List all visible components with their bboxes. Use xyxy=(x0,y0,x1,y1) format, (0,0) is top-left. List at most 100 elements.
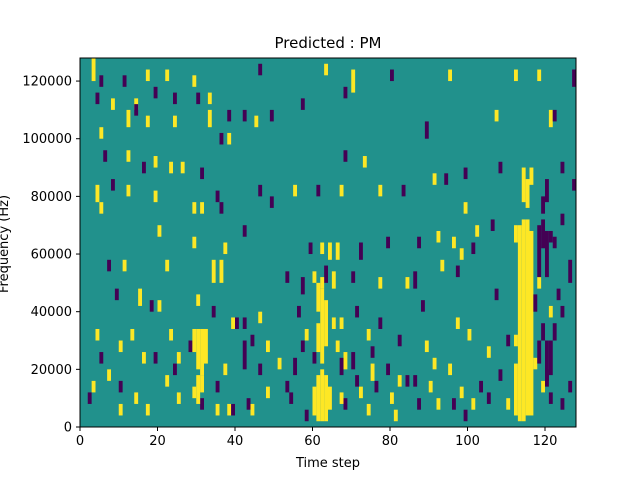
heatmap-cell xyxy=(374,380,379,393)
heatmap-cell xyxy=(176,352,181,364)
heatmap-cell xyxy=(320,277,325,289)
heatmap-cell xyxy=(355,375,360,387)
x-tick-label: 100 xyxy=(455,434,480,449)
heatmap-cell xyxy=(192,202,197,214)
heatmap-cell xyxy=(207,109,212,128)
heatmap-cell xyxy=(200,167,205,180)
heatmap-cell xyxy=(180,161,185,174)
y-tick-label: 40000 xyxy=(31,305,72,320)
heatmap-cell xyxy=(118,403,123,416)
y-tick-label: 120000 xyxy=(22,75,72,90)
heatmap-cell xyxy=(242,340,247,370)
heatmap-cell xyxy=(304,328,309,341)
heatmap-cell xyxy=(300,98,305,110)
heatmap-cell xyxy=(548,230,553,243)
heatmap-cell xyxy=(572,179,577,191)
heatmap-cell xyxy=(343,150,348,162)
heatmap-cell xyxy=(99,202,104,214)
heatmap-cell xyxy=(231,317,236,329)
y-tick-label: 100000 xyxy=(22,132,72,147)
x-tick-label: 0 xyxy=(76,434,84,449)
heatmap-cell xyxy=(552,323,557,341)
heatmap-cell xyxy=(463,409,468,422)
heatmap-cell xyxy=(169,328,174,341)
y-tick-label: 20000 xyxy=(31,363,72,378)
heatmap-cell xyxy=(421,300,425,312)
heatmap-cell xyxy=(142,352,146,364)
heatmap-cell xyxy=(157,225,162,237)
heatmap-cell xyxy=(204,328,208,364)
heatmap-cell xyxy=(521,167,526,203)
heatmap-cell xyxy=(548,392,553,404)
heatmap-cell xyxy=(200,328,205,376)
heatmap-cell xyxy=(269,196,274,208)
heatmap-cell xyxy=(455,265,460,278)
heatmap-cell xyxy=(87,392,92,404)
heatmap-cell xyxy=(552,236,557,249)
heatmap-cell xyxy=(514,69,518,82)
heatmap-cell xyxy=(424,340,429,353)
heatmap-cell xyxy=(370,363,375,381)
heatmap-cell xyxy=(459,248,464,260)
heatmap-cell xyxy=(417,398,422,410)
heatmap-cell xyxy=(215,190,220,203)
heatmap-cell xyxy=(219,132,224,145)
heatmap-cell xyxy=(548,340,553,376)
heatmap-cell xyxy=(448,363,453,376)
heatmap-cell xyxy=(424,121,429,139)
heatmap-cell xyxy=(452,236,456,249)
heatmap-cell xyxy=(215,403,220,416)
heatmap-cell xyxy=(99,352,104,364)
x-tick-label: 20 xyxy=(149,434,166,449)
heatmap-cell xyxy=(324,375,329,422)
heatmap-cell xyxy=(405,277,410,289)
heatmap-cell xyxy=(533,294,538,312)
heatmap-cell xyxy=(196,375,201,404)
heatmap-cell xyxy=(250,403,255,416)
heatmap-cell xyxy=(289,392,294,404)
heatmap-cell xyxy=(126,109,131,128)
heatmap-cell xyxy=(285,380,290,393)
heatmap-cell xyxy=(552,109,557,122)
heatmap-cell xyxy=(196,92,201,105)
heatmap-cell xyxy=(258,311,263,324)
heatmap-cell xyxy=(494,288,499,301)
heatmap-cell xyxy=(176,392,181,404)
heatmap-cell xyxy=(169,161,174,174)
heatmap-cell xyxy=(142,161,146,174)
heatmap-cell xyxy=(242,317,247,329)
heatmap-cell xyxy=(219,259,224,283)
heatmap-cell xyxy=(300,340,305,353)
heatmap-cell xyxy=(339,392,344,404)
heatmap-cell xyxy=(339,184,344,197)
heatmap-cell xyxy=(173,363,177,376)
heatmap-cell xyxy=(316,184,321,197)
heatmap-cell xyxy=(153,190,158,203)
heatmap-cell xyxy=(145,403,150,416)
heatmap-cell xyxy=(498,369,503,381)
heatmap-cell xyxy=(114,288,119,301)
heatmap-cell xyxy=(529,167,534,185)
x-tick-label: 120 xyxy=(533,434,558,449)
heatmap-cell xyxy=(335,242,340,260)
heatmap-cell xyxy=(440,259,445,272)
heatmap-cell xyxy=(173,92,177,105)
heatmap-cell xyxy=(196,294,201,306)
heatmap-cell xyxy=(227,132,232,145)
heatmap-cell xyxy=(386,236,391,249)
heatmap-cell xyxy=(545,230,549,278)
heatmap-cell xyxy=(192,328,197,353)
heatmap-cell xyxy=(153,156,158,168)
heatmap-cell xyxy=(390,392,394,404)
heatmap-cell xyxy=(107,369,112,381)
heatmap-cell xyxy=(537,69,542,82)
heatmap-cell xyxy=(111,179,115,191)
heatmap-cell xyxy=(370,346,375,358)
heatmap-cell xyxy=(192,75,197,87)
heatmap-cell xyxy=(138,288,143,306)
heatmap-cell xyxy=(200,375,205,393)
heatmap-cell xyxy=(227,109,232,122)
heatmap-cell xyxy=(428,380,433,393)
heatmap-cell xyxy=(494,109,499,122)
heatmap-cell xyxy=(541,196,546,214)
